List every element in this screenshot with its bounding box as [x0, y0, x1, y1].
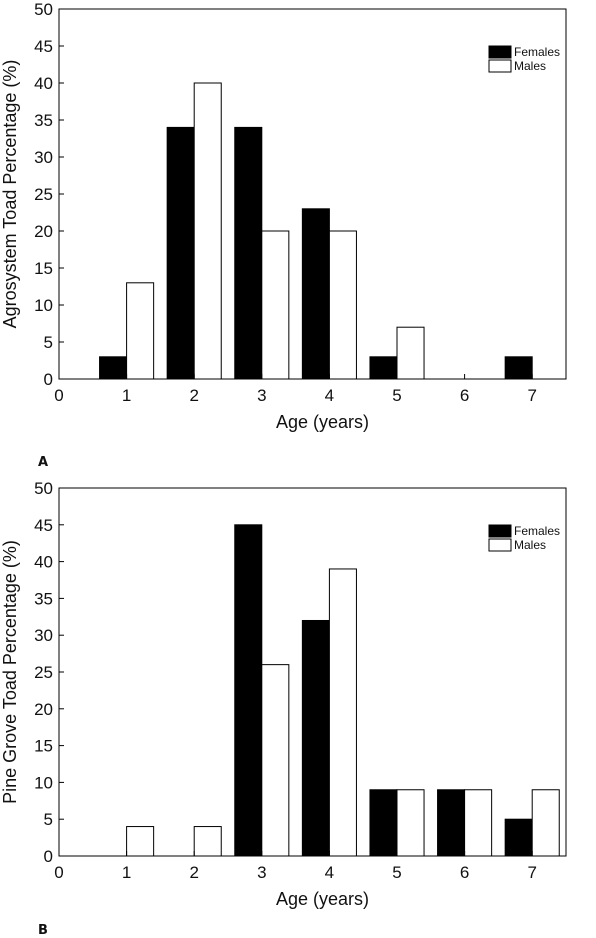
- x-tick-label: 7: [527, 386, 536, 405]
- legend-swatch-females: [488, 524, 512, 538]
- y-tick-label: 35: [34, 111, 53, 130]
- legend-label-females: Females: [514, 45, 560, 59]
- y-tick-label: 10: [34, 773, 53, 792]
- bar-females-age-7: [504, 818, 533, 857]
- y-tick-label: 0: [44, 370, 53, 389]
- x-tick-label: 5: [392, 863, 401, 882]
- x-axis-label: Age (years): [276, 412, 369, 432]
- x-tick-label: 1: [122, 386, 131, 405]
- y-tick-label: 30: [34, 148, 53, 167]
- bar-males-age-3: [261, 230, 290, 380]
- bar-males-age-4: [328, 230, 357, 380]
- bar-males-age-3: [261, 664, 290, 857]
- x-tick-label: 3: [257, 863, 266, 882]
- legend-label-females: Females: [514, 524, 560, 538]
- x-tick-label: 7: [527, 863, 536, 882]
- x-tick-label: 0: [54, 863, 63, 882]
- bar-males-age-1: [126, 826, 155, 857]
- bar-females-age-3: [234, 126, 263, 380]
- legend-swatch-males: [488, 59, 512, 73]
- bar-females-age-1: [99, 356, 128, 380]
- bar-males-age-5: [396, 789, 425, 857]
- x-tick-label: 4: [325, 386, 334, 405]
- legend-label-males: Males: [514, 538, 546, 552]
- y-tick-label: 15: [34, 259, 53, 278]
- x-tick-label: 0: [54, 386, 63, 405]
- y-tick-label: 10: [34, 296, 53, 315]
- bar-females-age-7: [504, 356, 533, 380]
- y-tick-label: 20: [34, 222, 53, 241]
- y-tick-label: 15: [34, 737, 53, 756]
- y-tick-label: 40: [34, 553, 53, 572]
- legend-label-males: Males: [514, 59, 546, 73]
- y-tick-label: 25: [34, 663, 53, 682]
- bar-males-age-5: [396, 326, 425, 380]
- bar-females-age-5: [369, 789, 398, 857]
- bar-females-age-3: [234, 524, 263, 857]
- x-tick-label: 6: [460, 863, 469, 882]
- y-axis-label: Pine Grove Toad Percentage (%): [0, 540, 20, 804]
- x-tick-label: 3: [257, 386, 266, 405]
- panel-label: B: [38, 923, 48, 938]
- bar-males-age-7: [531, 789, 560, 857]
- y-tick-label: 45: [34, 37, 53, 56]
- y-tick-label: 5: [44, 810, 53, 829]
- panel-label: A: [38, 455, 48, 470]
- legend-swatch-females: [488, 45, 512, 59]
- bar-males-age-6: [464, 789, 493, 857]
- bar-males-age-2: [193, 826, 222, 857]
- bar-females-age-4: [301, 619, 330, 857]
- y-tick-label: 50: [34, 0, 53, 19]
- y-tick-label: 40: [34, 74, 53, 93]
- y-tick-label: 25: [34, 185, 53, 204]
- y-tick-label: 0: [44, 847, 53, 866]
- bar-males-age-2: [193, 82, 222, 380]
- y-tick-label: 30: [34, 626, 53, 645]
- y-tick-label: 45: [34, 516, 53, 535]
- y-tick-label: 50: [34, 479, 53, 498]
- bar-females-age-6: [437, 789, 466, 857]
- bar-females-age-5: [369, 356, 398, 380]
- x-tick-label: 2: [189, 386, 198, 405]
- x-tick-label: 2: [189, 863, 198, 882]
- legend-swatch-males: [488, 538, 512, 552]
- x-tick-label: 4: [325, 863, 334, 882]
- bar-males-age-4: [328, 568, 357, 857]
- bar-males-age-1: [126, 282, 155, 380]
- y-tick-label: 5: [44, 333, 53, 352]
- bar-females-age-2: [166, 126, 195, 380]
- x-axis-label: Age (years): [276, 889, 369, 909]
- y-tick-label: 35: [34, 589, 53, 608]
- y-tick-label: 20: [34, 700, 53, 719]
- y-axis-label: Agrosystem Toad Percentage (%): [0, 60, 20, 329]
- x-tick-label: 1: [122, 863, 131, 882]
- x-tick-label: 6: [460, 386, 469, 405]
- x-tick-label: 5: [392, 386, 401, 405]
- bar-females-age-4: [301, 208, 330, 380]
